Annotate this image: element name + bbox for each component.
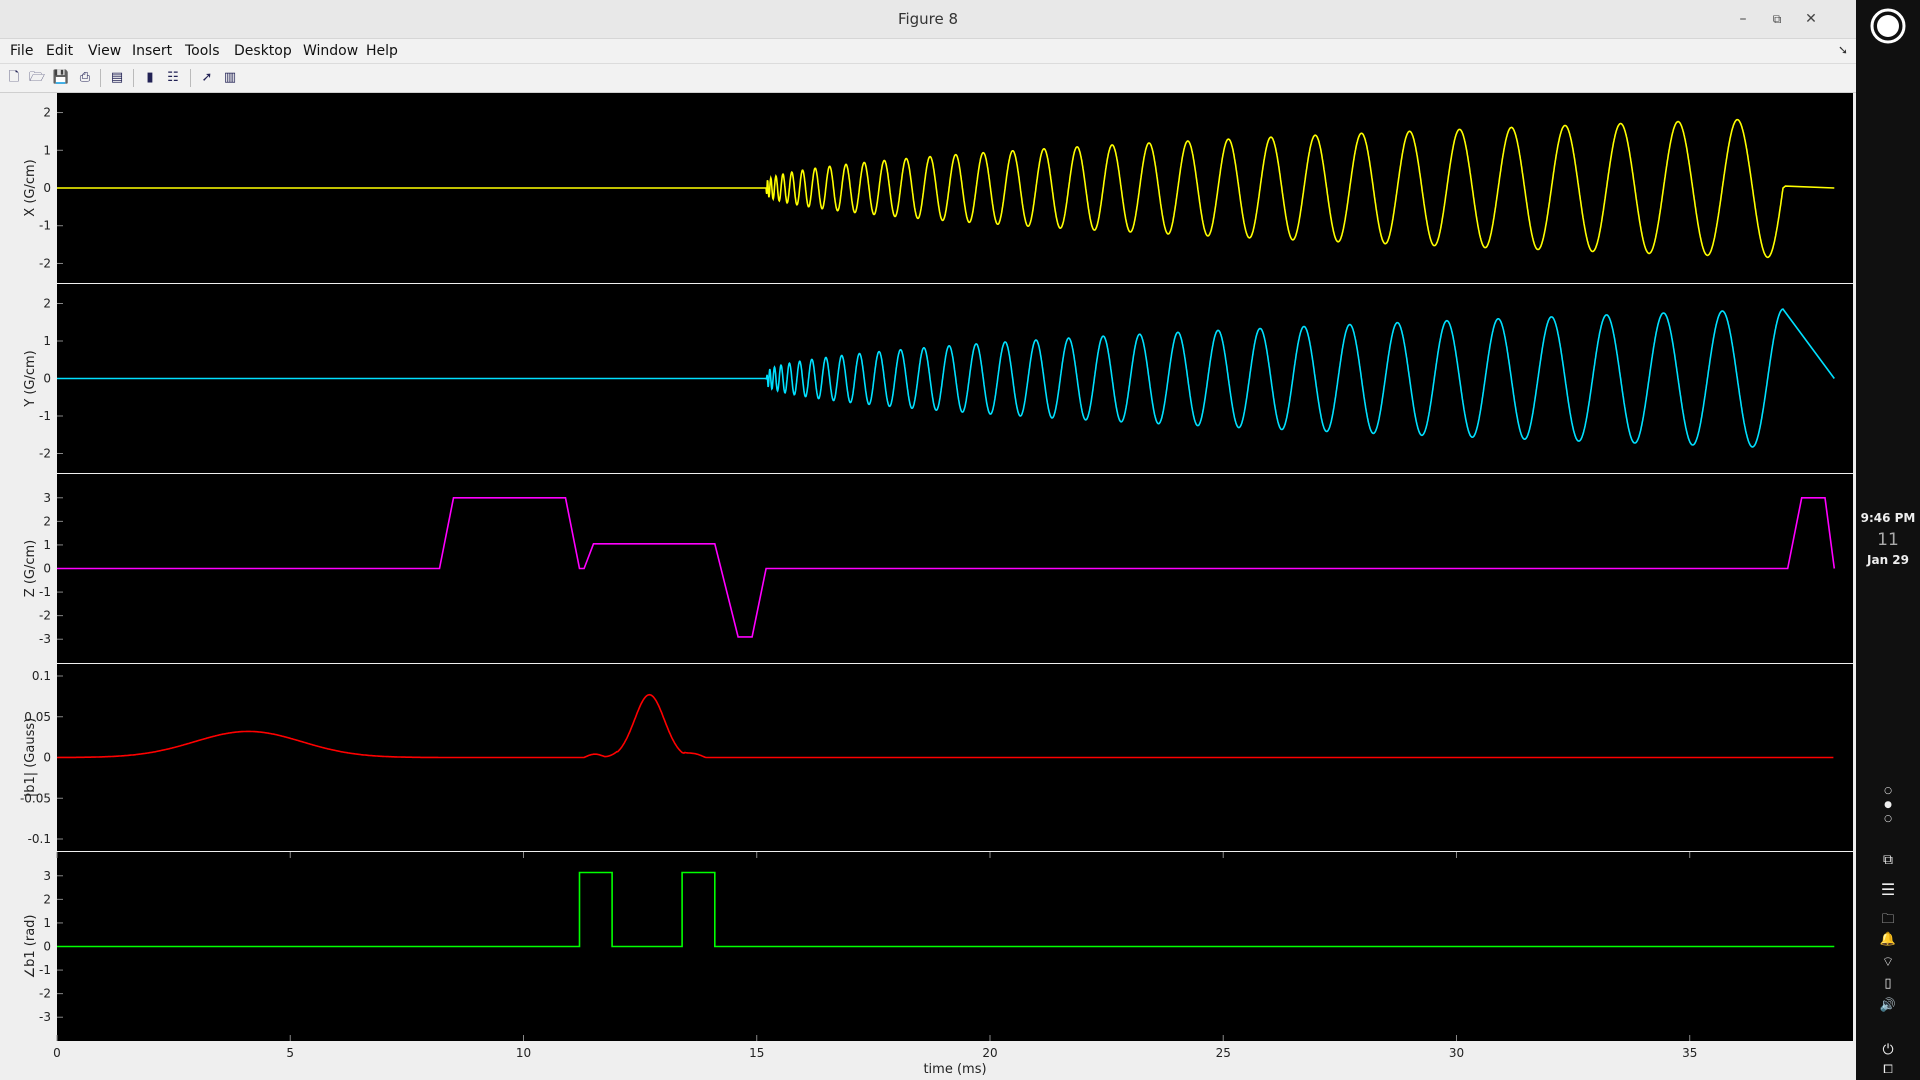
y-tick-label: 1 xyxy=(43,334,51,348)
toolbar-separator xyxy=(190,69,191,87)
restore-button[interactable]: ⧉ xyxy=(1772,12,1782,26)
y-axis-label: |b1| (Gauss) xyxy=(23,718,38,797)
y-tick-label: -3 xyxy=(39,1010,51,1024)
y-tick-label: -3 xyxy=(39,632,51,646)
save-icon[interactable]: 💾 xyxy=(52,70,70,85)
menu-tools[interactable]: Tools xyxy=(185,43,220,59)
y-tick-label: 2 xyxy=(43,892,51,906)
menu-desktop[interactable]: Desktop xyxy=(234,43,292,59)
y-axis-label: ∠b1 (rad) xyxy=(23,914,38,978)
workspace-dots-icon[interactable]: ○ ● ○ xyxy=(1884,786,1892,824)
dock-arrow-icon[interactable]: ➘ xyxy=(1837,43,1848,57)
collapse-panel-icon[interactable]: ⧠ xyxy=(1883,1062,1893,1076)
minimize-button[interactable]: – xyxy=(1739,11,1747,27)
colorbar-icon[interactable]: ▮ xyxy=(146,70,154,85)
menu-edit[interactable]: Edit xyxy=(46,43,74,59)
figure-canvas[interactable]: -2 -1 0 1 2 X (G/cm) -2 -1 0 1 2 Y (G/cm) -3 -2 -1 0 1 2 3… xyxy=(0,93,1856,1080)
bell-icon[interactable]: 🔔 xyxy=(1879,932,1897,947)
y-tick-label: 2 xyxy=(43,106,51,120)
y-tick-label: -1 xyxy=(39,963,51,977)
y-tick-label: -0.05 xyxy=(20,791,51,805)
signal-line-5 xyxy=(57,871,1835,948)
volume-icon[interactable]: 🔊 xyxy=(1879,998,1897,1013)
dropbox-icon[interactable]: ⧉ xyxy=(1883,852,1893,868)
y-axis-label: Z (G/cm) xyxy=(23,540,38,597)
title-bar[interactable]: Figure 8 – ⧉ ✕ xyxy=(0,0,1856,39)
y-tick-label: -2 xyxy=(39,447,51,461)
menu-window[interactable]: Window xyxy=(303,43,359,59)
signal-line-1 xyxy=(57,118,1835,259)
figure-toolbar: 🗋 🗁 💾 ⎙ ▤ ▮ ☷ ➚ ▥ xyxy=(0,64,1856,93)
figure-window: Figure 8 – ⧉ ✕ File Edit View Insert Too… xyxy=(0,0,1856,1080)
clock-time: 9:46 PM xyxy=(1860,511,1916,525)
y-axis-label: X (G/cm) xyxy=(23,159,38,216)
window-title: Figure 8 xyxy=(897,10,959,28)
y-tick-label: 3 xyxy=(43,869,51,883)
folder-icon[interactable]: 🗀 xyxy=(1881,912,1895,927)
clock-date: Jan 29 xyxy=(1867,553,1909,567)
y-tick-label: 3 xyxy=(43,491,51,505)
menu-bar: File Edit View Insert Tools Desktop Wind… xyxy=(0,39,1856,64)
clock-day: 11 xyxy=(1877,530,1899,550)
y-tick-label: -0.1 xyxy=(28,832,51,846)
menu-file[interactable]: File xyxy=(10,43,34,59)
property-editor-icon[interactable]: ▥ xyxy=(223,70,237,85)
signal-line-3 xyxy=(57,497,1836,638)
toolbar-separator xyxy=(133,69,134,87)
wifi-icon[interactable]: ⌔ xyxy=(1881,955,1895,970)
close-button[interactable]: ✕ xyxy=(1805,11,1817,27)
y-tick-label: 0 xyxy=(43,181,51,195)
print-preview-icon[interactable]: ▤ xyxy=(110,70,124,85)
y-tick-label: 0.1 xyxy=(32,669,51,683)
y-tick-label: -2 xyxy=(39,987,51,1001)
y-tick-label: 2 xyxy=(43,514,51,528)
pointer-icon[interactable]: ➚ xyxy=(201,70,213,85)
y-tick-label: 0 xyxy=(43,751,51,765)
signal-line-2 xyxy=(57,308,1835,448)
y-tick-label: 0 xyxy=(43,372,51,386)
menu-view[interactable]: View xyxy=(88,43,122,59)
circle-logo-icon[interactable] xyxy=(1856,6,1920,50)
x-tick-label: 0 xyxy=(53,1046,61,1060)
y-tick-label: 0 xyxy=(43,940,51,954)
y-tick-label: 2 xyxy=(43,297,51,311)
x-tick-label: 5 xyxy=(286,1046,294,1060)
y-tick-label: 1 xyxy=(43,143,51,157)
system-panel: 9:46 PM 11 Jan 29 ○ ● ○ ⧉ ☰ 🗀 🔔 ⌔ ▯ 🔊 ⏻ ⧠ xyxy=(1856,0,1920,1080)
y-tick-label: -2 xyxy=(39,256,51,270)
y-tick-label: -1 xyxy=(39,409,51,423)
x-tick-label: 25 xyxy=(1216,1046,1231,1060)
x-tick-label: 35 xyxy=(1682,1046,1697,1060)
y-axis-label: Y (G/cm) xyxy=(23,350,38,407)
y-tick-label: -1 xyxy=(39,585,51,599)
open-file-icon[interactable]: 🗁 xyxy=(28,70,46,85)
y-tick-label: 1 xyxy=(43,538,51,552)
x-tick-label: 30 xyxy=(1449,1046,1464,1060)
x-axis-label: time (ms) xyxy=(923,1062,986,1077)
legend-icon[interactable]: ☷ xyxy=(167,70,179,85)
x-tick-label: 20 xyxy=(982,1046,997,1060)
y-tick-label: 0.05 xyxy=(24,710,51,724)
new-figure-icon[interactable]: 🗋 xyxy=(8,70,20,85)
menu-help[interactable]: Help xyxy=(366,43,398,59)
signal-line-4 xyxy=(57,693,1834,759)
menu-insert[interactable]: Insert xyxy=(132,43,173,59)
x-tick-label: 10 xyxy=(516,1046,531,1060)
y-tick-label: -2 xyxy=(39,609,51,623)
print-icon[interactable]: ⎙ xyxy=(79,70,91,85)
y-tick-label: -1 xyxy=(39,219,51,233)
y-tick-label: 1 xyxy=(43,916,51,930)
plot-area: -2 -1 0 1 2 X (G/cm) -2 -1 0 1 2 Y (G/cm) -3 -2 -1 0 1 2 3… xyxy=(0,93,1856,1080)
power-icon[interactable]: ⏻ xyxy=(1882,1042,1894,1058)
battery-icon[interactable]: ▯ xyxy=(1884,976,1892,991)
y-tick-label: 0 xyxy=(43,562,51,576)
menu-lines-icon[interactable]: ☰ xyxy=(1880,880,1896,899)
x-tick-label: 15 xyxy=(749,1046,764,1060)
toolbar-separator xyxy=(100,69,101,87)
